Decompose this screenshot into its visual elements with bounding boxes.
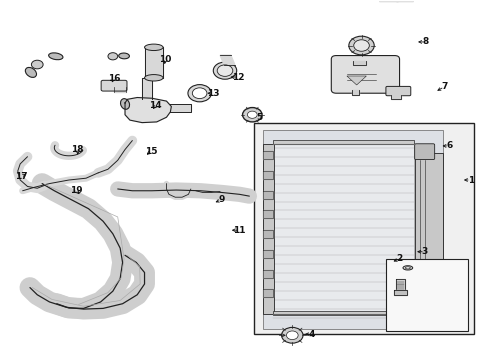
Polygon shape [263,230,272,238]
Polygon shape [395,279,405,291]
Text: 8: 8 [422,37,428,46]
Polygon shape [263,289,272,297]
Circle shape [108,53,118,60]
Text: 14: 14 [149,101,162,110]
Text: 2: 2 [396,255,402,264]
Circle shape [353,40,368,51]
Ellipse shape [25,67,37,77]
Polygon shape [263,191,272,199]
Bar [385,259,467,330]
Ellipse shape [120,99,129,109]
Polygon shape [263,171,272,179]
Polygon shape [390,95,400,99]
Bar [263,130,443,329]
Ellipse shape [119,53,129,59]
Polygon shape [170,105,190,111]
Polygon shape [220,55,234,64]
Ellipse shape [405,267,409,269]
Bar [254,123,473,334]
Text: 10: 10 [159,55,171,64]
Polygon shape [125,98,171,123]
Ellipse shape [192,88,206,99]
Text: 18: 18 [71,145,84,154]
Bar [272,144,413,315]
Text: 19: 19 [70,186,82,195]
Polygon shape [263,211,272,219]
Polygon shape [142,78,152,98]
Text: 1: 1 [467,176,473,185]
Ellipse shape [48,53,63,60]
FancyBboxPatch shape [101,80,127,91]
Polygon shape [352,61,366,64]
Text: 6: 6 [445,141,451,150]
Ellipse shape [217,65,232,76]
Polygon shape [263,250,272,258]
FancyBboxPatch shape [414,144,434,159]
Text: 9: 9 [218,195,224,204]
Circle shape [247,111,257,118]
Text: 11: 11 [233,226,245,235]
Circle shape [281,327,303,343]
Polygon shape [393,291,407,296]
Circle shape [286,331,298,339]
Text: 13: 13 [206,89,219,98]
Text: 17: 17 [15,172,27,181]
Polygon shape [346,76,366,85]
Text: 3: 3 [421,247,427,256]
Text: 5: 5 [256,113,262,122]
Bar [414,153,443,280]
Bar [263,144,273,315]
Polygon shape [144,47,163,78]
Text: 7: 7 [440,82,447,91]
Text: 16: 16 [107,75,120,84]
Polygon shape [351,90,358,95]
Polygon shape [263,151,272,159]
FancyBboxPatch shape [385,86,410,96]
Text: 4: 4 [308,330,314,339]
Ellipse shape [144,44,163,50]
Ellipse shape [187,85,211,102]
Ellipse shape [144,75,163,81]
Text: 12: 12 [231,73,244,82]
Bar [272,311,413,315]
FancyBboxPatch shape [330,55,399,93]
Bar [272,140,413,144]
Polygon shape [114,87,126,92]
Circle shape [31,60,43,69]
Text: 15: 15 [144,147,157,156]
Ellipse shape [402,266,412,270]
Circle shape [242,108,262,122]
Ellipse shape [213,62,236,79]
Polygon shape [263,270,272,278]
Circle shape [348,36,373,55]
